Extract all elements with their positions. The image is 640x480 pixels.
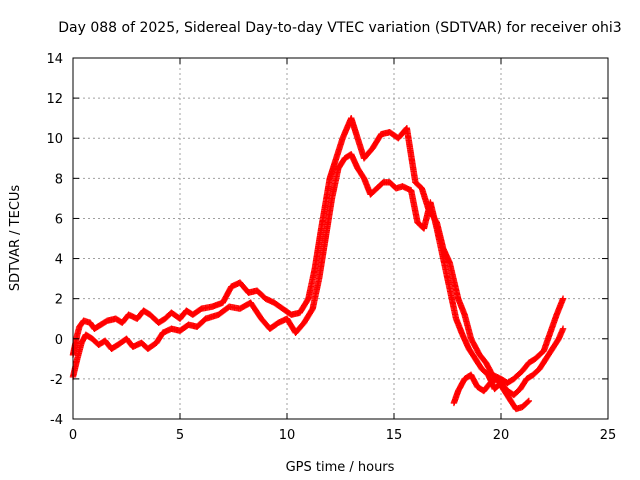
data-point: [559, 325, 567, 332]
axis-ticks: 0 5 10 15 20 25 -4 -2 0 2 4 6 8 10 12 14: [46, 52, 616, 443]
data-points: [69, 114, 567, 413]
x-tick-label: 0: [69, 428, 77, 443]
y-tick-label: 4: [55, 253, 63, 268]
y-tick-label: 14: [46, 52, 63, 67]
y-tick-label: -4: [50, 413, 63, 428]
x-tick-label: 10: [279, 428, 296, 443]
data-point: [559, 295, 567, 302]
data-series: [69, 151, 567, 399]
x-tick-label: 25: [600, 428, 617, 443]
data-series: [450, 371, 533, 413]
gridlines: [73, 58, 608, 419]
y-tick-label: 0: [55, 333, 63, 348]
x-axis-label: GPS time / hours: [286, 460, 395, 475]
data-point: [524, 398, 532, 406]
y-tick-label: 8: [55, 172, 63, 187]
x-tick-label: 5: [176, 428, 184, 443]
y-tick-label: 2: [55, 293, 63, 308]
y-axis-label: SDTVAR / TECUs: [8, 185, 23, 292]
data-series: [69, 114, 567, 387]
x-tick-label: 20: [493, 428, 510, 443]
y-tick-label: -2: [50, 373, 63, 388]
data-point: [525, 397, 533, 405]
y-tick-label: 6: [55, 212, 63, 227]
y-tick-label: 12: [46, 92, 63, 107]
y-tick-label: 10: [46, 132, 63, 147]
x-tick-label: 15: [386, 428, 403, 443]
chart-title: Day 088 of 2025, Sidereal Day-to-day VTE…: [58, 20, 621, 36]
plot-frame: [72, 57, 609, 420]
